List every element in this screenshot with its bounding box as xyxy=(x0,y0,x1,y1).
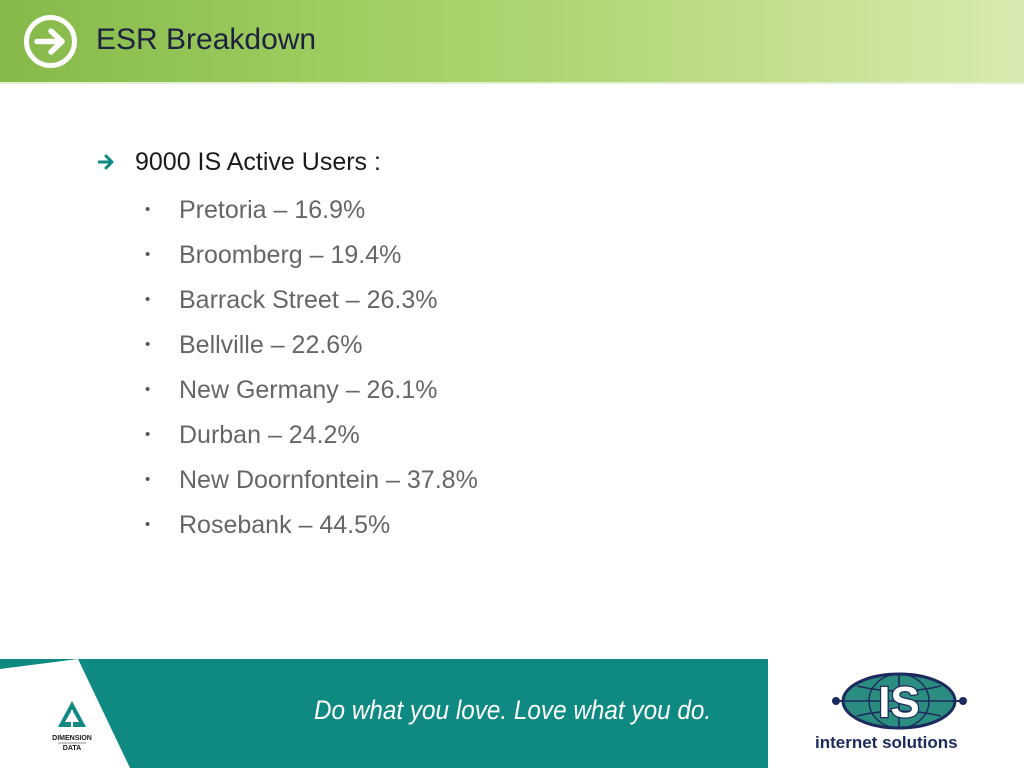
dimension-data-logo: DIMENSION DATA xyxy=(0,659,130,768)
list-item: • Rosebank – 44.5% xyxy=(98,502,798,547)
list-item-text: New Germany – 26.1% xyxy=(179,375,438,404)
brand-word-internet: internet xyxy=(815,733,878,752)
list-item: • Pretoria – 16.9% xyxy=(98,187,798,232)
main-bullet-text: 9000 IS Active Users : xyxy=(135,148,381,176)
list-item: • Barrack Street – 26.3% xyxy=(98,277,798,322)
list-item-text: Barrack Street – 26.3% xyxy=(179,285,438,314)
bullet-dot-icon: • xyxy=(145,201,151,218)
slide-title: ESR Breakdown xyxy=(96,23,317,56)
footer-band xyxy=(0,659,768,768)
bullet-dot-icon: • xyxy=(145,336,151,353)
bullet-dot-icon: • xyxy=(145,516,151,533)
arrow-right-icon xyxy=(98,154,114,170)
list-item: • Durban – 24.2% xyxy=(98,412,798,457)
bullet-dot-icon: • xyxy=(145,246,151,263)
dd-logo-text-2: DATA xyxy=(63,745,81,752)
list-item-text: Pretoria – 16.9% xyxy=(179,195,366,224)
slogan: Do what you love. Love what you do. xyxy=(314,695,712,725)
dd-logo-text-1: DIMENSION xyxy=(52,735,92,742)
list-item: • New Doornfontein – 37.8% xyxy=(98,457,798,502)
list-item-text: Rosebank – 44.5% xyxy=(179,510,391,539)
list-item: • Bellville – 22.6% xyxy=(98,322,798,367)
sub-bullet-list: • Pretoria – 16.9% • Broomberg – 19.4% • Ba… xyxy=(98,187,798,547)
bullet-dot-icon: • xyxy=(145,381,151,398)
slide-content: 9000 IS Active Users : • Pretoria – 16.9%… xyxy=(98,142,798,547)
bullet-dot-icon: • xyxy=(145,291,151,308)
header-divider xyxy=(0,82,1024,84)
list-item: • New Germany – 26.1% xyxy=(98,367,798,412)
bullet-dot-icon: • xyxy=(145,426,151,443)
list-item-text: New Doornfontein – 37.8% xyxy=(179,465,478,494)
internet-solutions-globe-logo: IS xyxy=(832,672,967,730)
header-bar: ESR Breakdown xyxy=(0,0,1024,82)
internet-solutions-wordmark: internet solutions xyxy=(815,731,958,755)
main-bullet: 9000 IS Active Users : xyxy=(98,142,798,182)
list-item-text: Broomberg – 19.4% xyxy=(179,240,402,269)
list-item-text: Durban – 24.2% xyxy=(179,420,360,449)
arrow-right-circle-icon xyxy=(24,15,77,68)
brand-word-solutions: solutions xyxy=(882,733,958,752)
list-item-text: Bellville – 22.6% xyxy=(179,330,363,359)
list-item: • Broomberg – 19.4% xyxy=(98,232,798,277)
is-logo-text: IS xyxy=(878,678,920,727)
bullet-dot-icon: • xyxy=(145,471,151,488)
